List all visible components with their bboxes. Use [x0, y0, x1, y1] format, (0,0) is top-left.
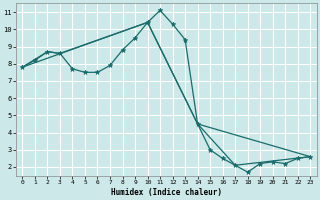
X-axis label: Humidex (Indice chaleur): Humidex (Indice chaleur)	[111, 188, 222, 197]
